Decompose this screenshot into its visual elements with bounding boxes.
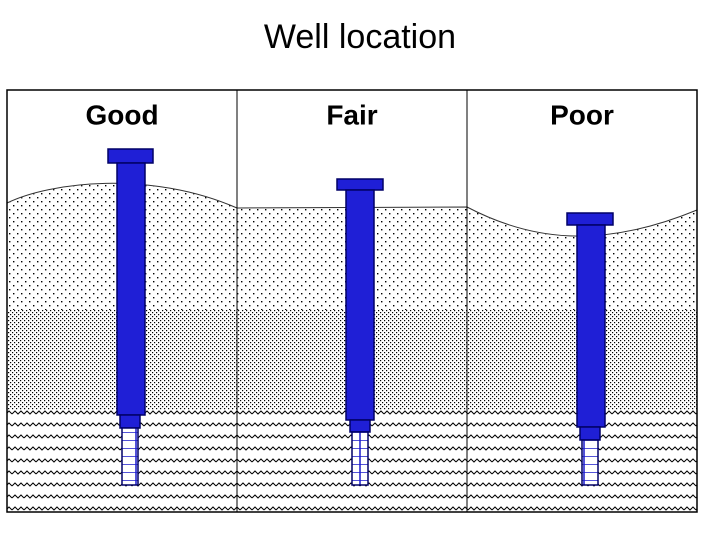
well (336, 178, 384, 486)
frame (6, 89, 698, 513)
panel-label: Fair (326, 99, 377, 130)
panel-label: Poor (550, 99, 614, 130)
title: Well location (264, 18, 456, 56)
well (107, 148, 154, 486)
well (566, 212, 614, 486)
panel-label: Good (85, 99, 158, 130)
